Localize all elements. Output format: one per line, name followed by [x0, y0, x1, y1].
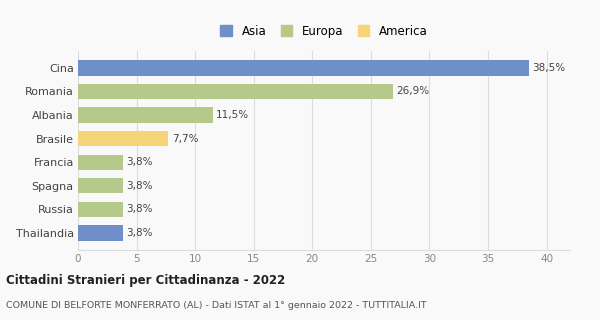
- Text: 7,7%: 7,7%: [172, 134, 198, 144]
- Text: 3,8%: 3,8%: [126, 204, 152, 214]
- Text: 26,9%: 26,9%: [397, 86, 430, 96]
- Bar: [78, 60, 529, 76]
- Bar: [78, 225, 122, 241]
- Text: 3,8%: 3,8%: [126, 181, 152, 191]
- Text: COMUNE DI BELFORTE MONFERRATO (AL) - Dati ISTAT al 1° gennaio 2022 - TUTTITALIA.: COMUNE DI BELFORTE MONFERRATO (AL) - Dat…: [6, 301, 427, 310]
- Text: Cittadini Stranieri per Cittadinanza - 2022: Cittadini Stranieri per Cittadinanza - 2…: [6, 274, 285, 287]
- Text: 3,8%: 3,8%: [126, 157, 152, 167]
- Text: 38,5%: 38,5%: [533, 63, 566, 73]
- Text: 3,8%: 3,8%: [126, 228, 152, 238]
- Bar: [78, 84, 393, 99]
- Bar: [78, 155, 122, 170]
- Text: 11,5%: 11,5%: [216, 110, 250, 120]
- Bar: [78, 131, 168, 146]
- Bar: [78, 202, 122, 217]
- Legend: Asia, Europa, America: Asia, Europa, America: [217, 21, 431, 41]
- Bar: [78, 108, 213, 123]
- Bar: [78, 178, 122, 193]
